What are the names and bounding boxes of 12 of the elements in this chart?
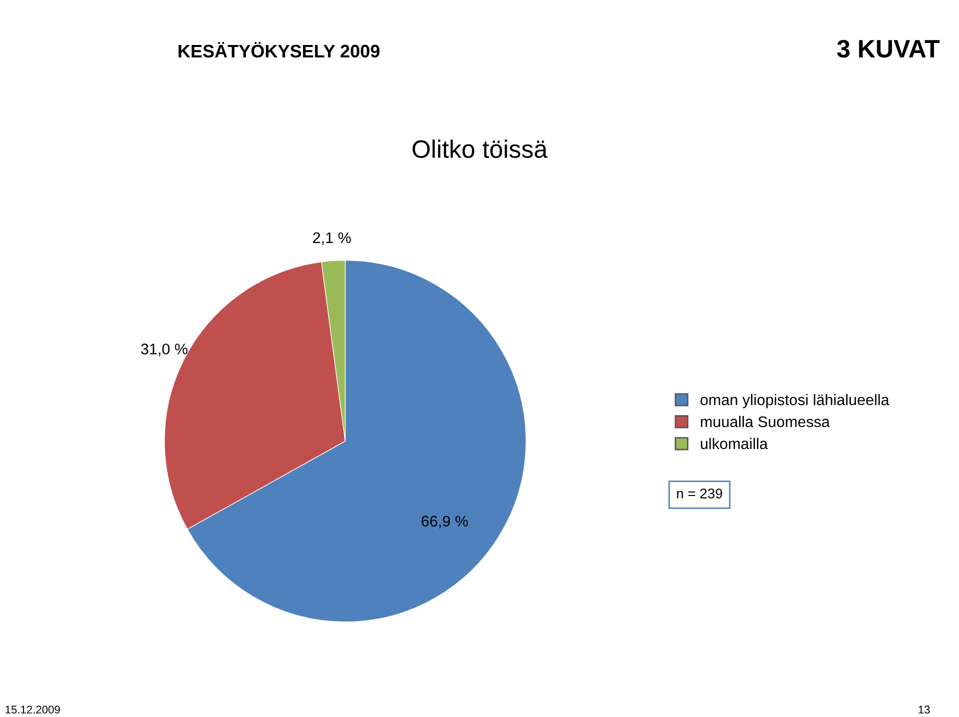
text: 3 KUVAT: [837, 40, 940, 58]
legend-label: oman yliopistosi lähialueella: [700, 394, 890, 408]
text: 13: [918, 706, 930, 714]
data-label: 31,0 %: [141, 344, 188, 356]
text: n = 239: [677, 488, 722, 498]
data-label: 2,1 %: [313, 232, 351, 245]
chart-title: Olitko töissä: [412, 140, 548, 158]
text: KESÄTYÖKYSELY 2009: [178, 42, 380, 58]
legend-label: ulkomailla: [700, 438, 768, 450]
legend-label: muualla Suomessa: [700, 416, 830, 428]
data-label: 66,9 %: [422, 516, 468, 528]
text: 15.12.2009: [6, 706, 60, 714]
